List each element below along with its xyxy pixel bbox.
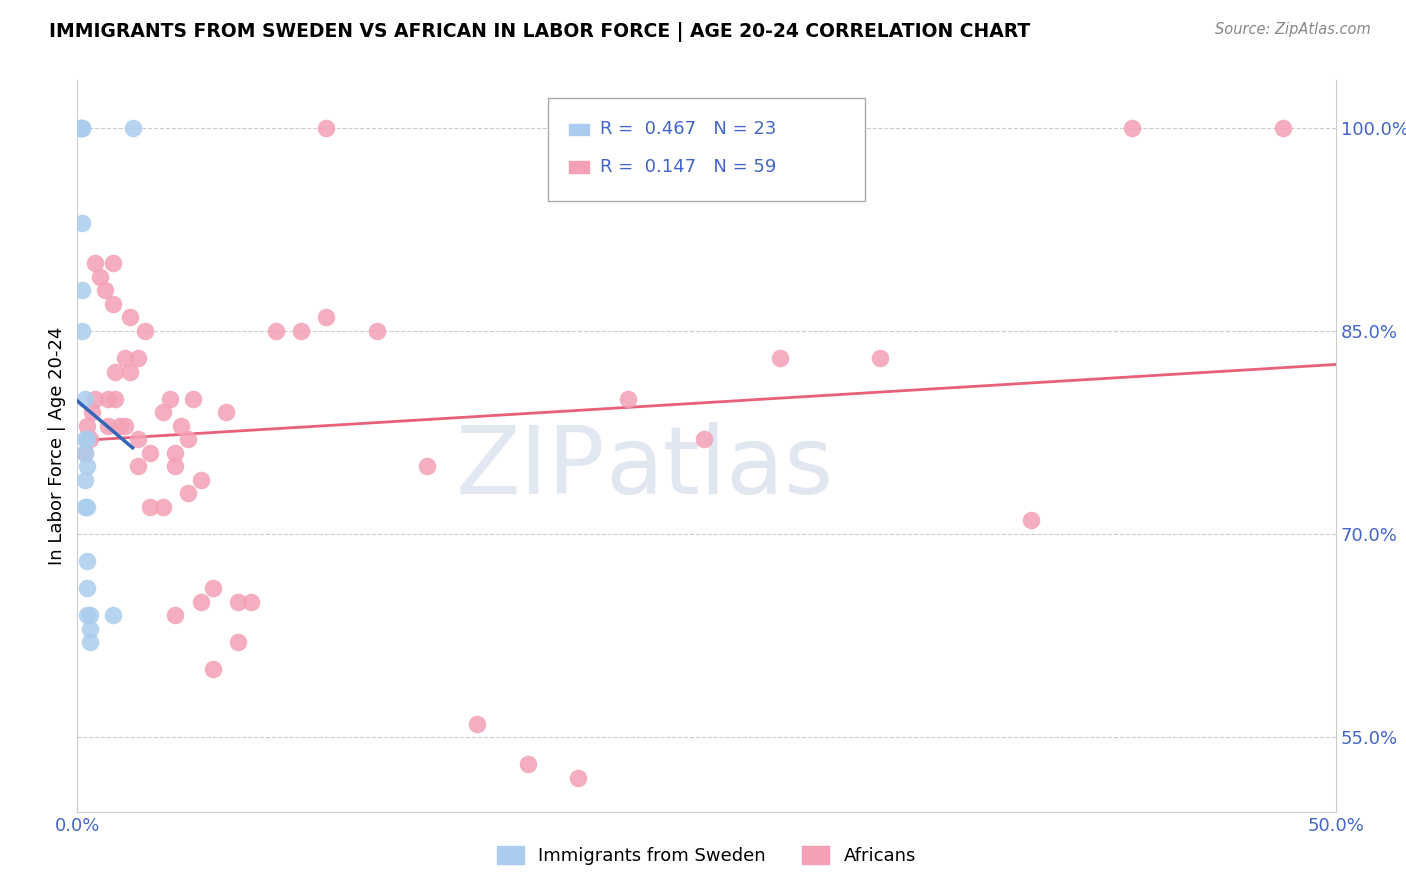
Point xyxy=(202,663,225,677)
Point xyxy=(366,324,388,338)
Point xyxy=(101,608,124,623)
Point xyxy=(79,622,101,636)
Point xyxy=(72,120,94,135)
Point xyxy=(165,459,187,474)
Point xyxy=(73,473,96,487)
Point xyxy=(82,405,104,419)
Point xyxy=(72,324,94,338)
Point xyxy=(165,608,187,623)
Point xyxy=(693,432,716,446)
Point xyxy=(76,608,98,623)
Point xyxy=(315,310,337,325)
Point xyxy=(73,500,96,514)
Point xyxy=(76,459,98,474)
Point xyxy=(101,297,124,311)
Point xyxy=(121,120,143,135)
Text: Source: ZipAtlas.com: Source: ZipAtlas.com xyxy=(1215,22,1371,37)
Point xyxy=(114,418,136,433)
Point xyxy=(104,392,127,406)
Point xyxy=(120,364,142,378)
Point xyxy=(120,310,142,325)
Point xyxy=(290,324,312,338)
Point xyxy=(76,581,98,595)
Point xyxy=(165,446,187,460)
Point xyxy=(177,486,200,500)
Point xyxy=(169,418,191,433)
Point xyxy=(1121,120,1143,135)
Legend: Immigrants from Sweden, Africans: Immigrants from Sweden, Africans xyxy=(489,838,924,872)
Point xyxy=(152,500,174,514)
Point xyxy=(869,351,891,365)
Y-axis label: In Labor Force | Age 20-24: In Labor Force | Age 20-24 xyxy=(48,326,66,566)
Text: R =  0.467   N = 23: R = 0.467 N = 23 xyxy=(600,120,776,138)
Point xyxy=(240,595,263,609)
Point xyxy=(76,418,98,433)
Point xyxy=(89,269,111,284)
Point xyxy=(79,608,101,623)
Point xyxy=(134,324,156,338)
Point xyxy=(228,595,250,609)
Point xyxy=(190,595,212,609)
Point xyxy=(76,432,98,446)
Point xyxy=(79,635,101,649)
Point xyxy=(73,432,96,446)
Point xyxy=(768,351,790,365)
Point xyxy=(114,351,136,365)
Point xyxy=(108,418,131,433)
Point xyxy=(567,771,589,785)
Point xyxy=(139,446,162,460)
Point xyxy=(76,500,98,514)
Point xyxy=(69,120,91,135)
Point xyxy=(84,256,107,270)
Point xyxy=(69,120,91,135)
Point xyxy=(72,283,94,297)
Point xyxy=(127,432,149,446)
Point xyxy=(516,757,538,772)
Text: R =  0.147   N = 59: R = 0.147 N = 59 xyxy=(600,158,776,176)
Point xyxy=(84,392,107,406)
Point xyxy=(467,716,489,731)
Point xyxy=(416,459,439,474)
Point xyxy=(315,120,337,135)
Point xyxy=(127,351,149,365)
Point xyxy=(617,392,640,406)
Point xyxy=(72,120,94,135)
Text: atlas: atlas xyxy=(606,422,834,514)
Point xyxy=(76,554,98,568)
Point xyxy=(1019,514,1042,528)
Point xyxy=(139,500,162,514)
Point xyxy=(79,432,101,446)
Point xyxy=(94,283,117,297)
Point xyxy=(190,473,212,487)
Point xyxy=(159,392,181,406)
Point xyxy=(96,392,118,406)
Text: IMMIGRANTS FROM SWEDEN VS AFRICAN IN LABOR FORCE | AGE 20-24 CORRELATION CHART: IMMIGRANTS FROM SWEDEN VS AFRICAN IN LAB… xyxy=(49,22,1031,42)
Point xyxy=(264,324,287,338)
Point xyxy=(73,446,96,460)
Text: ZIP: ZIP xyxy=(456,422,606,514)
Point xyxy=(152,405,174,419)
Point xyxy=(104,364,127,378)
Point xyxy=(73,446,96,460)
Point xyxy=(181,392,204,406)
Point xyxy=(228,635,250,649)
Point xyxy=(215,405,238,419)
Point xyxy=(73,392,96,406)
Point xyxy=(202,581,225,595)
Point xyxy=(96,418,118,433)
Point xyxy=(127,459,149,474)
Point xyxy=(1271,120,1294,135)
Point xyxy=(72,215,94,229)
Point xyxy=(101,256,124,270)
Point xyxy=(177,432,200,446)
